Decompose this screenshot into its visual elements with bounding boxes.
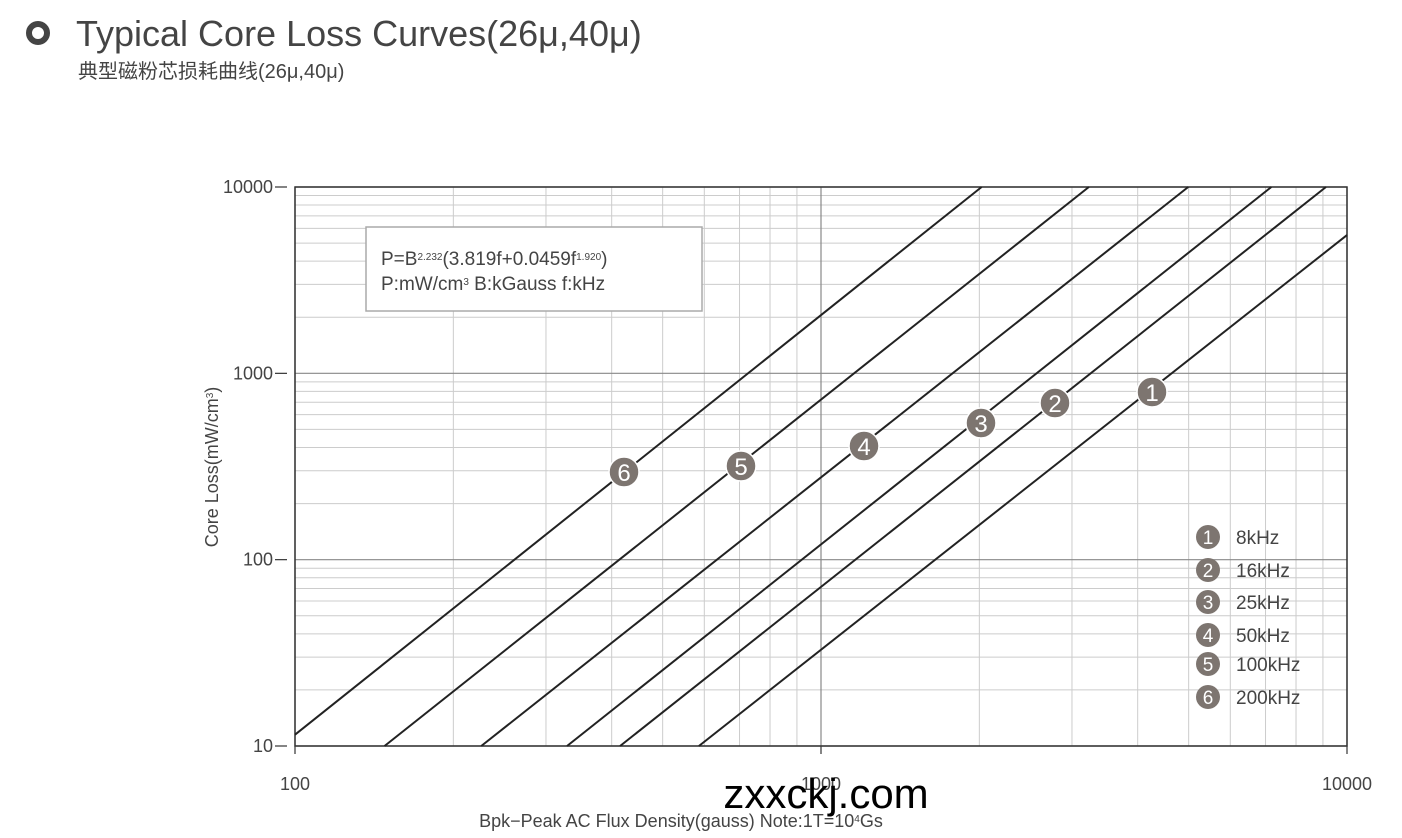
curve-badge (965, 407, 997, 439)
legend-badge (1196, 623, 1220, 647)
text-part: 1.920 (576, 252, 601, 263)
text-part: Core Loss(mW/cm (202, 398, 222, 547)
legend-badge-label: 3 (1203, 593, 1214, 614)
curve-badge-label: 5 (734, 454, 747, 481)
x-tick-label: 100 (280, 774, 310, 794)
x-tick-label: 10000 (1322, 774, 1372, 794)
y-tick-label: 10000 (223, 177, 273, 197)
x-axis-label: Bpk−Peak AC Flux Density(gauss) Note:1T=… (479, 811, 883, 831)
text-part: ) (601, 249, 607, 270)
legend-badge (1196, 558, 1220, 582)
plot-frame (294, 186, 1348, 747)
legend-badge (1196, 685, 1220, 709)
text-part: Gs (860, 811, 883, 831)
y-axis-label: Core Loss(mW/cm3) (202, 387, 222, 548)
legend-label: 16kHz (1236, 561, 1290, 582)
curve-badge (608, 456, 640, 488)
series-line (294, 186, 983, 736)
legend-badge-label: 5 (1203, 655, 1214, 676)
series-line (698, 234, 1348, 747)
legend-label: 25kHz (1236, 593, 1290, 614)
watermark: zxxckj.com (723, 770, 928, 817)
y-tick-label: 100 (243, 550, 273, 570)
curve-badge (725, 450, 757, 482)
text-part: 3 (463, 277, 469, 288)
legend-badge-label: 6 (1203, 688, 1214, 709)
text-part: 4 (854, 814, 860, 825)
legend-label: 100kHz (1236, 655, 1300, 676)
y-tick-label: 1000 (233, 363, 273, 383)
curve-badge (1039, 387, 1071, 419)
curve-badge-label: 1 (1145, 380, 1158, 407)
text-part: 3 (205, 392, 216, 398)
curve-badge-label: 4 (857, 434, 870, 461)
series-line (480, 186, 1189, 747)
text-part: P:mW/cm (381, 274, 463, 295)
legend-badge (1196, 652, 1220, 676)
text-part: ) (202, 387, 222, 393)
formula-box (365, 226, 703, 312)
curve-badge-label: 2 (1048, 391, 1061, 418)
series-line (619, 186, 1327, 747)
subtitle: 典型磁粉芯损耗曲线(26μ,40μ) (78, 60, 344, 83)
curve-badge-label: 3 (974, 411, 987, 438)
legend-badge-label: 1 (1203, 528, 1214, 549)
curve-badge (848, 430, 880, 462)
curve-badge (1136, 376, 1168, 408)
text-part: P=B (381, 249, 417, 270)
title: Typical Core Loss Curves(26μ,40μ) (76, 13, 642, 54)
text-part: (3.819f+0.0459f (442, 249, 576, 270)
legend-badge (1196, 590, 1220, 614)
text-part: B:kGauss f:kHz (469, 274, 605, 295)
legend-label: 200kHz (1236, 688, 1300, 709)
series-line (566, 186, 1272, 747)
text-part: Bpk−Peak AC Flux Density(gauss) Note:1T=… (479, 811, 854, 831)
y-tick-label: 10 (253, 736, 273, 756)
curve-badge-label: 6 (617, 460, 630, 487)
legend-label: 50kHz (1236, 626, 1290, 647)
formula-line: P:mW/cm3 B:kGauss f:kHz (381, 274, 605, 295)
legend-badge (1196, 525, 1220, 549)
legend-badge-label: 2 (1203, 561, 1214, 582)
title-icon (26, 21, 50, 45)
legend-label: 8kHz (1236, 528, 1279, 549)
legend-badge-label: 4 (1203, 626, 1214, 647)
text-part: 2.232 (417, 252, 442, 263)
formula-line: P=B2.232(3.819f+0.0459f1.920) (381, 249, 607, 270)
x-tick-label: 1000 (801, 774, 841, 794)
